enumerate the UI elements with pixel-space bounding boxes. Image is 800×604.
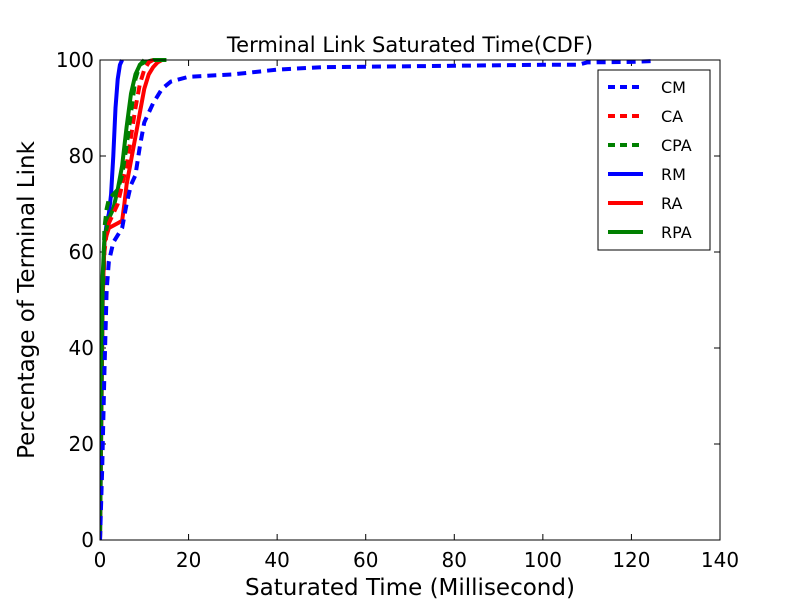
y-tick-label: 20: [69, 432, 94, 456]
series-line-ca: [100, 58, 155, 540]
x-tick-label: 0: [94, 548, 107, 572]
legend: CM CA CPA RM RA RPA: [597, 69, 711, 251]
series-lines: [100, 58, 654, 540]
x-axis-label: Saturated Time (Millisecond): [245, 575, 575, 600]
y-tick-label: 40: [69, 336, 94, 360]
series-line-cm: [100, 58, 654, 540]
x-tick-label: 140: [701, 548, 739, 572]
y-tick-label: 80: [69, 144, 94, 168]
x-tick-label: 100: [524, 548, 562, 572]
x-tick-label: 80: [442, 548, 467, 572]
axis-ticks: 0 20 40 60 80 100 120 140 0 20 40 60 80 100: [56, 48, 739, 572]
chart-title: Terminal Link Saturated Time(CDF): [226, 33, 593, 57]
legend-box: [597, 69, 711, 251]
y-axis-label: Percentage of Terminal Link: [14, 140, 40, 458]
plot-frame: [99, 59, 721, 541]
legend-label: RA: [661, 194, 682, 213]
y-tick-label: 100: [56, 48, 94, 72]
legend-label: CA: [661, 107, 683, 126]
legend-label: CPA: [661, 136, 692, 155]
legend-label: RPA: [661, 223, 692, 242]
y-tick-label: 0: [81, 528, 94, 552]
y-tick-label: 60: [69, 240, 94, 264]
legend-label: RM: [661, 165, 686, 184]
x-tick-label: 20: [176, 548, 201, 572]
x-tick-label: 60: [353, 548, 378, 572]
legend-label: CM: [661, 78, 686, 97]
series-line-cpa: [100, 58, 146, 540]
x-tick-label: 120: [612, 548, 650, 572]
x-tick-label: 40: [264, 548, 289, 572]
